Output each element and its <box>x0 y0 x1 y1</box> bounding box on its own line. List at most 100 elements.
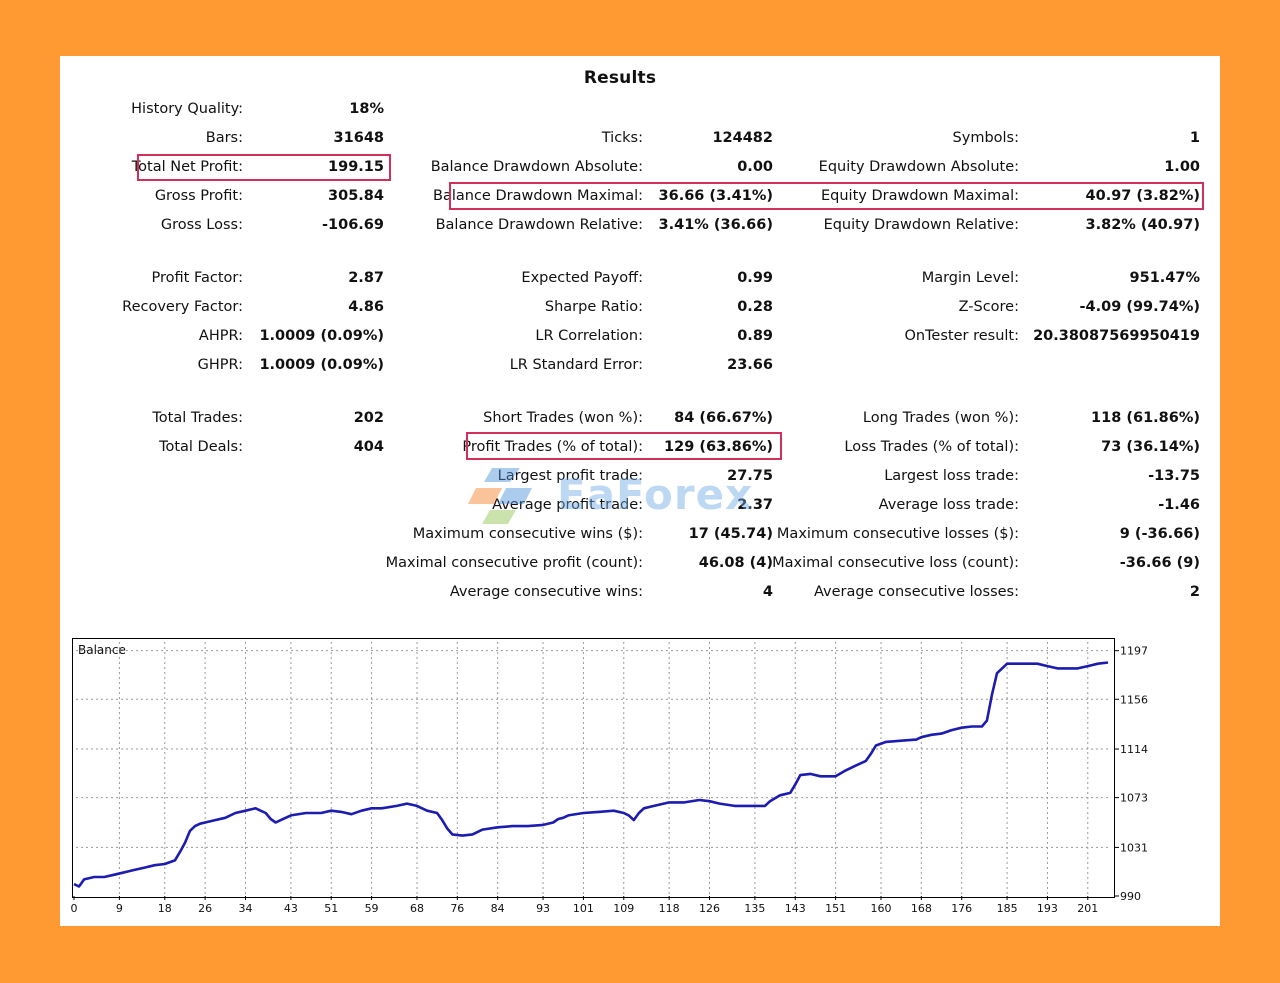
max-consecutive-wins-label: Maximum consecutive wins ($): <box>412 526 643 542</box>
maximal-consecutive-profit-value: 46.08 (4) <box>698 555 773 571</box>
gross-profit-label: Gross Profit: <box>154 188 243 204</box>
gross-profit-value: 305.84 <box>328 188 384 204</box>
y-tick-label: 1073 <box>1120 792 1148 805</box>
long-trades-value: 118 (61.86%) <box>1091 410 1200 426</box>
short-trades-label: Short Trades (won %): <box>483 410 643 426</box>
average-loss-trade-label: Average loss trade: <box>878 497 1019 513</box>
balance-drawdown-relative-value: 3.41% (36.66) <box>658 217 773 233</box>
symbols-label: Symbols: <box>952 130 1019 146</box>
sharpe-ratio-label: Sharpe Ratio: <box>544 299 643 315</box>
sharpe-ratio-value: 0.28 <box>737 299 773 315</box>
equity-drawdown-relative-value: 3.82% (40.97) <box>1085 217 1200 233</box>
gross-loss-value: -106.69 <box>322 217 384 233</box>
x-tick-label: 0 <box>71 902 78 915</box>
x-tick-label: 118 <box>659 902 680 915</box>
x-tick-label: 160 <box>870 902 891 915</box>
max-consecutive-losses-label: Maximum consecutive losses ($): <box>776 526 1019 542</box>
equity-drawdown-relative-label: Equity Drawdown Relative: <box>823 217 1019 233</box>
history-quality-value: 18% <box>349 101 384 117</box>
loss-trades-label: Loss Trades (% of total): <box>844 439 1019 455</box>
bars-label: Bars: <box>205 130 243 146</box>
profit-factor-value: 2.87 <box>348 270 384 286</box>
x-tick-label: 151 <box>825 902 846 915</box>
total-deals-value: 404 <box>353 439 384 455</box>
y-tick-label: 1197 <box>1120 645 1148 658</box>
x-tick-label: 18 <box>158 902 172 915</box>
total-net-profit-value: 199.15 <box>328 159 384 175</box>
lr-standard-error-value: 23.66 <box>727 357 773 373</box>
y-tick-label: 1031 <box>1120 841 1148 854</box>
balance-drawdown-maximal-value: 36.66 (3.41%) <box>658 188 773 204</box>
x-tick-label: 143 <box>785 902 806 915</box>
lr-correlation-label: LR Correlation: <box>535 328 643 344</box>
x-tick-label: 34 <box>238 902 252 915</box>
report-title: Results <box>583 68 657 88</box>
y-tick-label: 1114 <box>1120 743 1148 756</box>
total-net-profit-label: Total Net Profit: <box>131 159 243 175</box>
x-tick-label: 93 <box>536 902 550 915</box>
lr-correlation-value: 0.89 <box>737 328 773 344</box>
max-consecutive-losses-value: 9 (-36.66) <box>1119 526 1200 542</box>
recovery-factor-value: 4.86 <box>348 299 384 315</box>
maximal-consecutive-loss-value: -36.66 (9) <box>1119 555 1200 571</box>
expected-payoff-label: Expected Payoff: <box>521 270 643 286</box>
x-tick-label: 59 <box>365 902 379 915</box>
x-tick-label: 84 <box>491 902 505 915</box>
equity-drawdown-maximal-value: 40.97 (3.82%) <box>1085 188 1200 204</box>
ontester-result-label: OnTester result: <box>904 328 1019 344</box>
maximal-consecutive-profit-label: Maximal consecutive profit (count): <box>385 555 643 571</box>
short-trades-value: 84 (66.67%) <box>674 410 773 426</box>
long-trades-label: Long Trades (won %): <box>862 410 1019 426</box>
total-deals-label: Total Deals: <box>159 439 243 455</box>
balance-drawdown-relative-label: Balance Drawdown Relative: <box>435 217 643 233</box>
max-consecutive-wins-value: 17 (45.74) <box>688 526 773 542</box>
average-consecutive-wins-value: 4 <box>762 584 773 600</box>
largest-loss-trade-label: Largest loss trade: <box>884 468 1019 484</box>
ticks-value: 124482 <box>712 130 773 146</box>
equity-drawdown-maximal-label: Equity Drawdown Maximal: <box>821 188 1019 204</box>
history-quality-label: History Quality: <box>131 101 243 117</box>
x-tick-label: 109 <box>613 902 634 915</box>
profit-factor-label: Profit Factor: <box>151 270 243 286</box>
average-loss-trade-value: -1.46 <box>1158 497 1200 513</box>
x-tick-label: 168 <box>911 902 932 915</box>
ghpr-value: 1.0009 (0.09%) <box>259 357 384 373</box>
x-tick-label: 76 <box>450 902 464 915</box>
x-tick-label: 43 <box>284 902 298 915</box>
profit-trades-label: Profit Trades (% of total): <box>462 439 643 455</box>
gross-loss-label: Gross Loss: <box>160 217 243 233</box>
x-tick-label: 185 <box>997 902 1018 915</box>
highlight-drawdown-maximal <box>449 182 1204 210</box>
largest-profit-trade-label: Largest profit trade: <box>497 468 643 484</box>
ticks-label: Ticks: <box>601 130 643 146</box>
ahpr-label: AHPR: <box>198 328 243 344</box>
lr-standard-error-label: LR Standard Error: <box>509 357 643 373</box>
x-tick-label: 9 <box>116 902 123 915</box>
largest-profit-trade-value: 27.75 <box>727 468 773 484</box>
highlight-total-net-profit <box>137 154 391 181</box>
y-tick-label: 1156 <box>1120 693 1148 706</box>
x-tick-label: 26 <box>198 902 212 915</box>
average-consecutive-losses-value: 2 <box>1189 584 1200 600</box>
y-tick-label: 990 <box>1120 890 1141 903</box>
ghpr-label: GHPR: <box>197 357 243 373</box>
balance-drawdown-absolute-value: 0.00 <box>737 159 773 175</box>
average-profit-trade-value: 2.37 <box>737 497 773 513</box>
maximal-consecutive-loss-label: Maximal consecutive loss (count): <box>772 555 1019 571</box>
total-trades-value: 202 <box>353 410 384 426</box>
symbols-value: 1 <box>1189 130 1200 146</box>
x-tick-label: 135 <box>744 902 765 915</box>
bars-value: 31648 <box>333 130 384 146</box>
average-consecutive-losses-label: Average consecutive losses: <box>813 584 1019 600</box>
equity-drawdown-absolute-label: Equity Drawdown Absolute: <box>818 159 1019 175</box>
average-consecutive-wins-label: Average consecutive wins: <box>449 584 643 600</box>
balance-drawdown-maximal-label: Balance Drawdown Maximal: <box>433 188 643 204</box>
x-tick-label: 101 <box>573 902 594 915</box>
equity-drawdown-absolute-value: 1.00 <box>1164 159 1200 175</box>
chart-title: Balance <box>78 643 126 657</box>
x-tick-label: 68 <box>410 902 424 915</box>
ontester-result-value: 20.38087569950419 <box>1033 328 1200 344</box>
total-trades-label: Total Trades: <box>152 410 243 426</box>
x-tick-label: 126 <box>699 902 720 915</box>
